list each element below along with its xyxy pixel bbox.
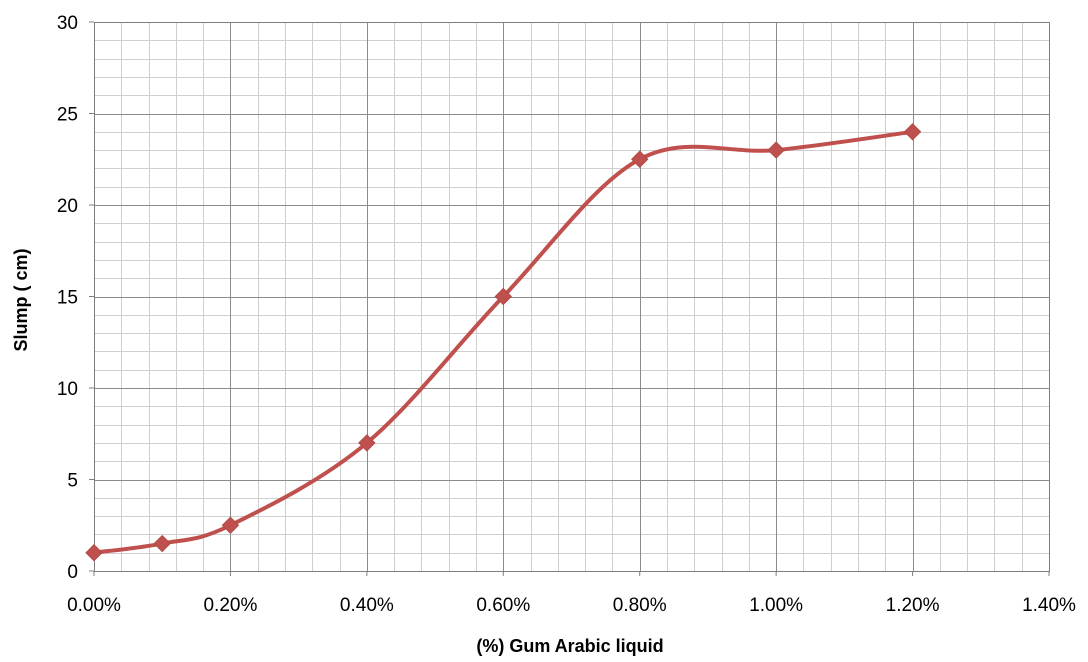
x-tick-label: 0.20%: [203, 595, 257, 616]
data-point-marker: [767, 141, 785, 159]
x-tick-label: 0.40%: [340, 595, 394, 616]
x-tick-label: 1.20%: [886, 595, 940, 616]
x-tick-label: 1.40%: [1022, 595, 1076, 616]
data-point-marker: [358, 434, 376, 452]
minor-grid: [94, 22, 1050, 572]
data-point-marker: [631, 150, 649, 168]
series-line: [92, 129, 915, 555]
y-axis-title: Slump ( cm): [11, 248, 31, 351]
x-tick-label: 0.60%: [476, 595, 530, 616]
plot-frame: [94, 22, 1050, 572]
y-tick-label: 15: [57, 288, 78, 309]
series-layer: [85, 123, 922, 562]
x-tick-label: 0.00%: [67, 595, 121, 616]
data-point-marker: [903, 123, 922, 141]
data-point-marker: [153, 534, 171, 553]
major-grid: [94, 22, 1050, 572]
y-tick-label: 10: [57, 379, 78, 400]
x-axis-title: (%) Gum Arabic liquid: [476, 636, 663, 656]
data-point-marker: [85, 543, 103, 562]
plot-area-border: [94, 22, 1050, 572]
x-tick-labels: 0.00% 0.20% 0.40% 0.60% 0.80% 1.00% 1.20% 1.40%: [67, 571, 1076, 616]
y-tick-label: 25: [57, 105, 78, 126]
y-tick-labels: 0 5 10 15 20 25 30: [57, 13, 94, 583]
y-tick-label: 20: [57, 196, 78, 217]
x-tick-label: 0.80%: [613, 595, 667, 616]
data-point-marker: [494, 287, 512, 306]
y-tick-label: 30: [57, 13, 78, 34]
data-point-marker: [221, 516, 240, 534]
y-tick-label: 5: [67, 471, 78, 492]
y-tick-label: 0: [67, 562, 78, 583]
x-tick-label: 1.00%: [749, 595, 803, 616]
